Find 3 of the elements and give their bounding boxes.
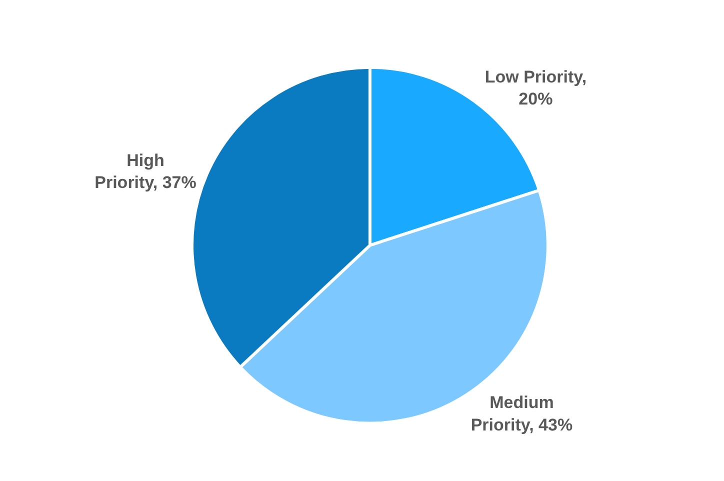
- slice-label: Medium Priority, 43%: [470, 393, 573, 434]
- slice-label: Low Priority, 20%: [484, 67, 587, 108]
- slice-label: High Priority, 37%: [94, 150, 196, 192]
